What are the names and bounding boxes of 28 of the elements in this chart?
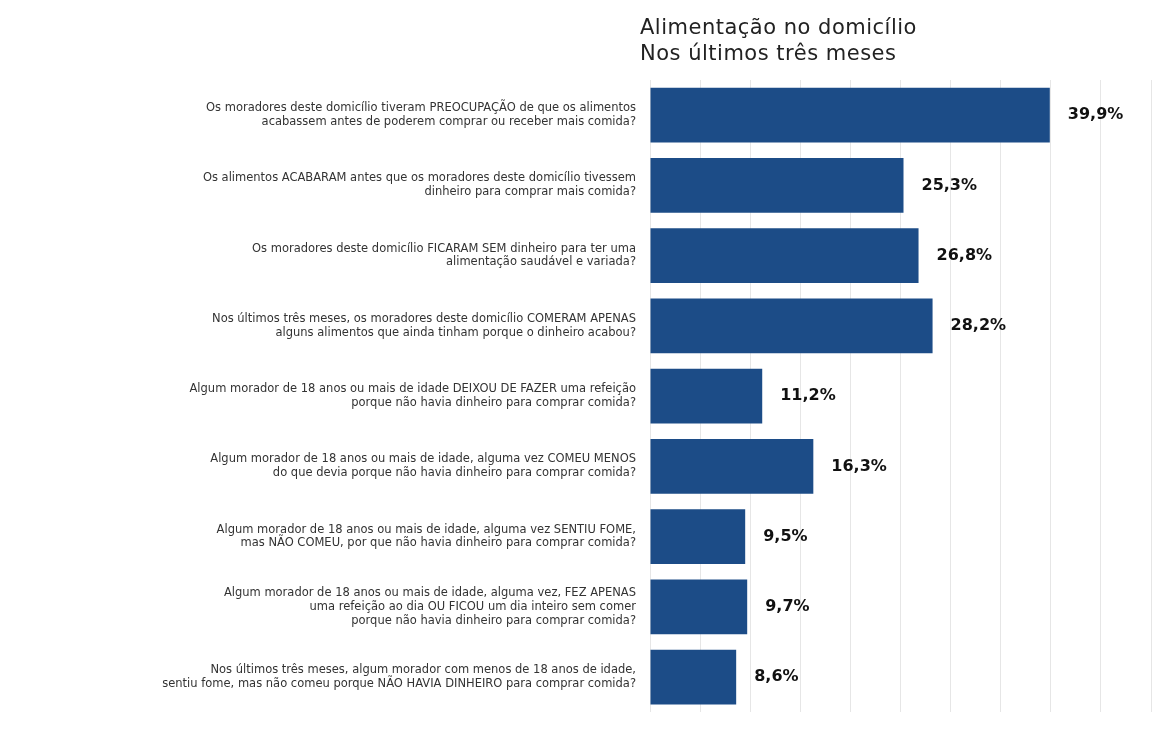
bar: [650, 649, 737, 705]
y-tick-label: Algum morador de 18 anos ou mais de idade, alguma vez, FEZ APENAS uma refeição ao dia OU FICOU um dia inteiro sem comer porque não havia dinheiro para comprar comida?: [223, 585, 637, 627]
data-label: 25,3%: [921, 174, 978, 194]
bar: [650, 509, 746, 564]
y-tick-label: Algum morador de 18 anos ou mais de idade, alguma vez SENTIU FOME, mas NÃO COMEU, por que não havia dinheiro para comprar comida?: [216, 521, 636, 550]
y-tick-label: Os alimentos ACABARAM antes que os moradores deste domicílio tivessem dinheiro para comprar mais comida?: [202, 170, 636, 199]
data-label: 39,9%: [1067, 104, 1124, 124]
y-tick-label: Os moradores deste domicílio tiveram PREOCUPAÇÃO de que os alimentos acabassem antes de poderem comprar ou receber mais comida?: [206, 99, 636, 129]
y-tick-label: Nos últimos três meses, os moradores deste domicílio COMERAM APENAS alguns alimentos que ainda tinham porque o dinheiro acabou?: [212, 310, 636, 339]
data-label: 11,2%: [780, 385, 836, 405]
y-tick-label: Algum morador de 18 anos ou mais de idade DEIXOU DE FAZER uma refeição porque não havia dinheiro para comprar comida?: [189, 381, 636, 409]
bar: [650, 228, 919, 284]
y-tick-label: Algum morador de 18 anos ou mais de idade, alguma vez COMEU MENOS do que devia porque não havia dinheiro para comprar comida?: [210, 451, 636, 480]
data-label: 9,5%: [763, 525, 808, 545]
data-label: 28,2%: [950, 315, 1007, 335]
data-label: 9,7%: [765, 595, 810, 615]
data-label: 16,3%: [831, 455, 887, 475]
y-tick-label: Nos últimos três meses, algum morador com menos de 18 anos de idade, sentiu fome, mas não comeu porque NÃO HAVIA DINHEIRO para comprar comida?: [162, 662, 636, 690]
bar: [650, 579, 748, 635]
bar: [650, 87, 1050, 143]
bar: [650, 438, 814, 494]
bar: [650, 298, 933, 354]
y-tick-label: Os moradores deste domicílio FICARAM SEM dinheiro para ter uma alimentação saudável e variada?: [252, 240, 636, 269]
bar: [650, 157, 904, 213]
data-label: 8,6%: [754, 666, 799, 686]
bar: [650, 368, 763, 424]
chart-title: Alimentação no domicílio Nos últimos três meses: [640, 14, 917, 66]
data-label: 26,8%: [936, 244, 993, 264]
